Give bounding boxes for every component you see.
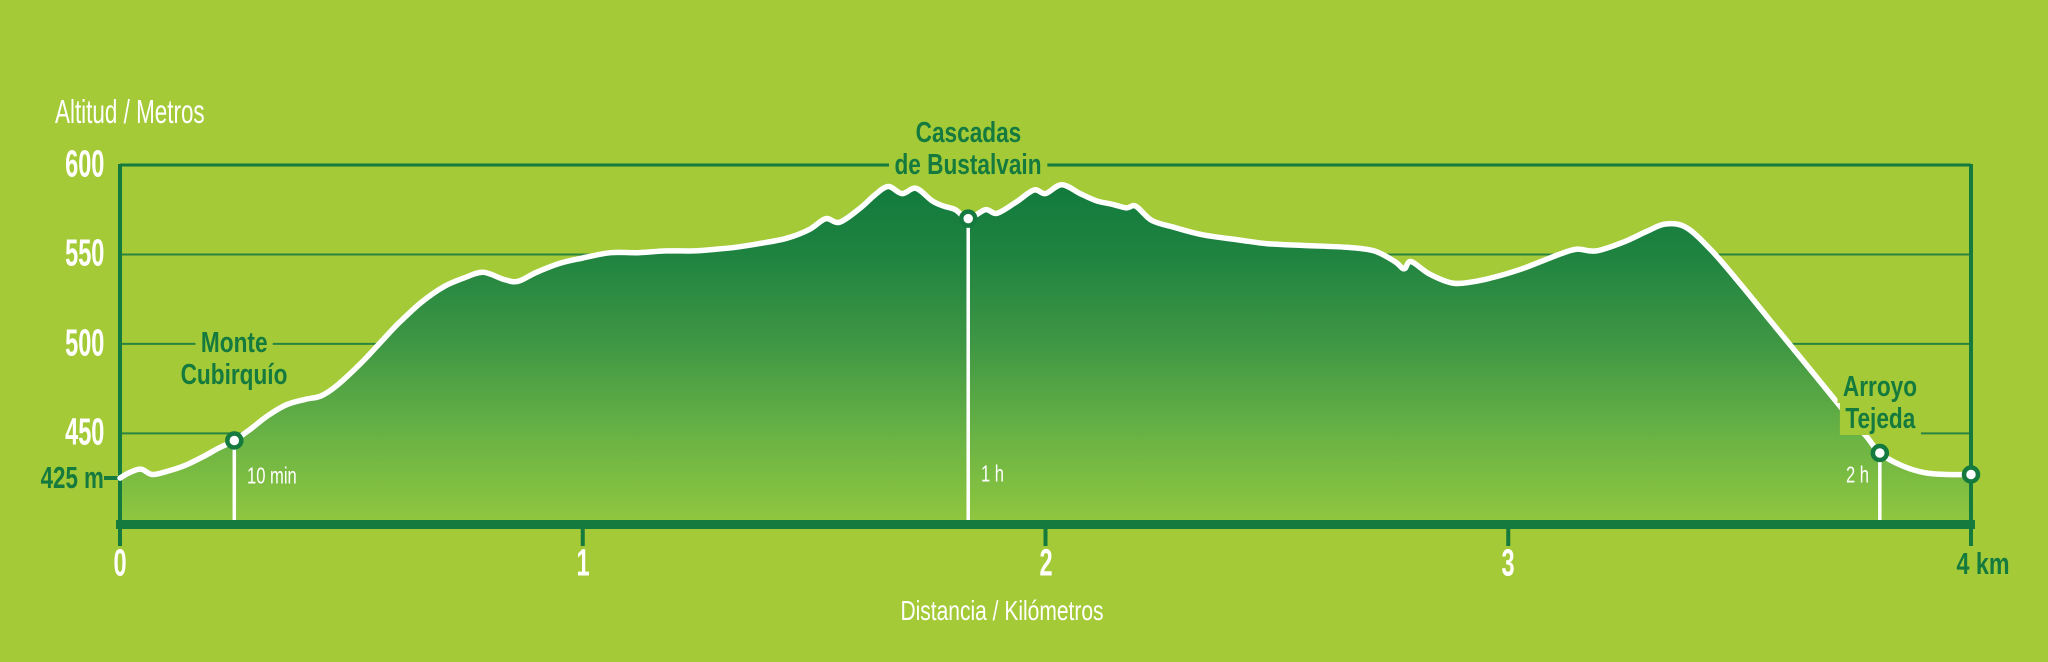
waypoint-time-0-text: 10 min xyxy=(247,462,298,489)
x-tick-label-2-text: 2 xyxy=(1038,542,1053,585)
waypoint-label-2: Arroyo Tejeda xyxy=(1825,371,1934,436)
x-axis-line xyxy=(116,520,1975,529)
waypoint-time-0: 10 min xyxy=(247,463,316,490)
waypoint-marker-2 xyxy=(1870,443,1890,463)
x-tick-label-3-text: 3 xyxy=(1501,542,1515,585)
x-tick-label-0: 0 xyxy=(109,543,130,586)
waypoint-label-2-name_line2: Tejeda xyxy=(1839,403,1921,436)
y-axis-title-text: Altitud / Metros xyxy=(55,93,205,130)
waypoint-marker-1 xyxy=(958,209,978,228)
waypoint-time-1-text: 1 h xyxy=(981,460,1005,487)
x-tick-label-1: 1 xyxy=(572,543,593,586)
waypoint-label-0-name_line2: Cubirquío xyxy=(175,359,294,392)
waypoint-label-0-name_line1: Monte xyxy=(195,327,274,360)
waypoint-time-2: 2 h xyxy=(1837,462,1869,489)
waypoint-label-1-name_line2: de Bustalvain xyxy=(889,148,1048,181)
x-tick-label-2: 2 xyxy=(1035,543,1056,586)
elevation-line xyxy=(117,181,1974,481)
x-axis-end-label-text: 4 km xyxy=(1956,546,2010,581)
y-tick-label-550-text: 550 xyxy=(64,232,104,275)
x-axis-title-text: Distancia / Kilómetros xyxy=(900,595,1104,626)
y-tick-label-450-text: 450 xyxy=(64,411,104,454)
waypoint-label-1-name_line1: Cascadas xyxy=(909,116,1027,149)
x-axis-end-label: 4 km xyxy=(1948,546,2019,582)
waypoint-marker-0 xyxy=(225,431,244,450)
route-end-marker xyxy=(1961,465,1981,484)
y-tick-label-500: 500 xyxy=(0,322,104,365)
y-tick-label-550: 550 xyxy=(0,233,104,276)
elevation-area xyxy=(120,184,1971,523)
y-tick-label-450: 450 xyxy=(0,412,104,455)
waypoint-time-1: 1 h xyxy=(981,461,1013,488)
y-axis-title: Altitud / Metros xyxy=(55,93,275,131)
x-tick-label-1-text: 1 xyxy=(576,542,590,585)
x-tick-label-0-text: 0 xyxy=(113,542,127,585)
y-tick-label-600: 600 xyxy=(0,144,104,187)
waypoint-time-2-text: 2 h xyxy=(1845,461,1869,488)
y-tick-label-600-text: 600 xyxy=(64,143,104,186)
waypoint-label-0: Monte Cubirquío xyxy=(159,327,310,392)
y-axis-base-label-text: 425 m xyxy=(40,460,104,495)
x-axis-title: Distancia / Kilómetros xyxy=(867,595,1138,627)
y-axis-base-label: 425 m xyxy=(0,460,104,496)
y-tick-label-500-text: 500 xyxy=(64,322,104,365)
waypoint-label-1: Cascadas de Bustalvain xyxy=(867,116,1070,181)
waypoint-label-2-name_line1: Arroyo xyxy=(1837,371,1923,404)
x-tick-label-3: 3 xyxy=(1498,543,1519,586)
